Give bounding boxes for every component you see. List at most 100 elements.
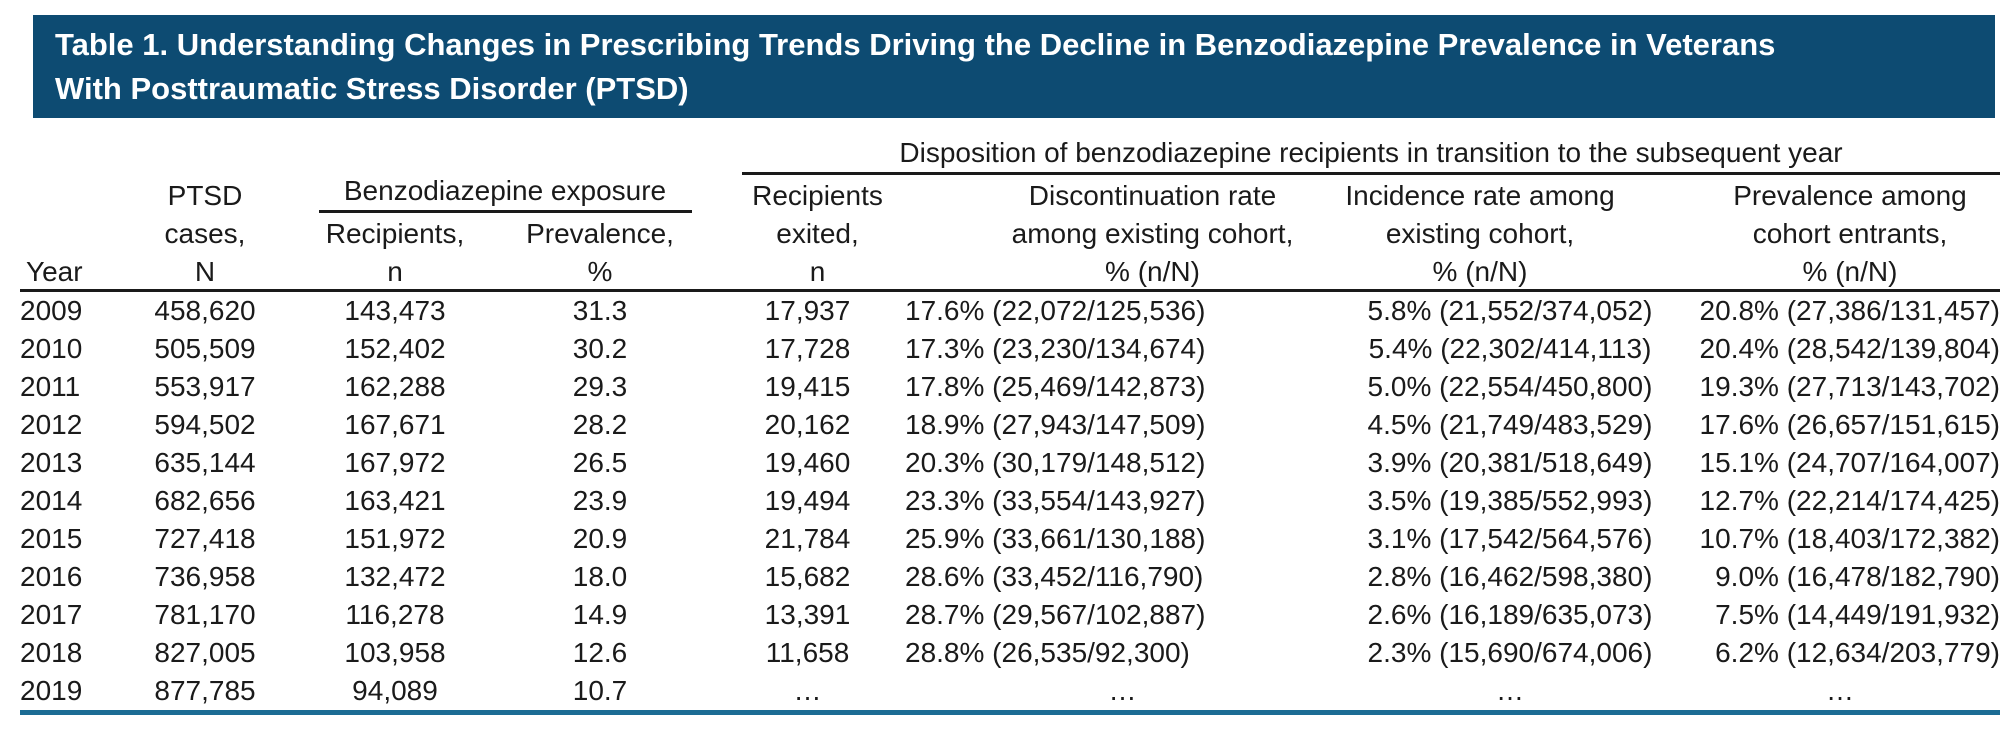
table-cell: 5.0% (22,554/450,800) bbox=[1367, 371, 1653, 402]
table-cell: 3.5% (19,385/552,993) bbox=[1367, 485, 1653, 516]
table-cell: 23.9 bbox=[572, 485, 628, 516]
table-cell: 2015 bbox=[20, 523, 83, 554]
table-cell: 132,472 bbox=[344, 561, 446, 592]
table-cell: 2.6% (16,189/635,073) bbox=[1367, 599, 1653, 630]
table-cell: 167,972 bbox=[344, 447, 446, 478]
table-row: 2011 553,917 162,288 29.3 19,415 17.8% (25,46… bbox=[20, 368, 2000, 406]
table-cell: 505,509 bbox=[154, 333, 256, 364]
table-cell: 25.9% (33,661/130,188) bbox=[905, 523, 1206, 554]
spanner-disposition: Disposition of benzodiazepine recipients… bbox=[899, 137, 1843, 168]
table-cell: 2.8% (16,462/598,380) bbox=[1367, 561, 1653, 592]
table-cell: 3.9% (20,381/518,649) bbox=[1367, 447, 1653, 478]
table-cell: 827,005 bbox=[154, 637, 256, 668]
table-title-bar: Table 1. Understanding Changes in Prescr… bbox=[33, 15, 1995, 118]
table-cell: 103,958 bbox=[344, 637, 446, 668]
table-cell: 6.2% (12,634/203,779) bbox=[1715, 637, 2000, 668]
table-cell: 2012 bbox=[20, 409, 83, 440]
table-row: 2019 877,785 94,089 10.7………… bbox=[20, 672, 2000, 710]
table-cell: 10.7% (18,403/172,382) bbox=[1699, 523, 2000, 554]
column-header-recipients-exited: Recipients exited, n bbox=[752, 180, 883, 287]
table-row: 2014 682,656 163,421 23.9 19,494 23.3% (33,55… bbox=[20, 482, 2000, 520]
table-cell: 2019 bbox=[20, 675, 83, 706]
column-header-discontinuation-rate: Discontinuation rate among existing coho… bbox=[1011, 180, 1294, 287]
table-cell: 143,473 bbox=[344, 295, 446, 326]
table-cell: 15,682 bbox=[764, 561, 851, 592]
table-cell: 30.2 bbox=[572, 333, 628, 364]
table-cell: 594,502 bbox=[154, 409, 256, 440]
table-cell: 21,784 bbox=[764, 523, 851, 554]
table-cell: 151,972 bbox=[344, 523, 446, 554]
table-cell: … bbox=[1108, 675, 1137, 706]
table-cell: 18.0 bbox=[572, 561, 628, 592]
table-cell: 2.3% (15,690/674,006) bbox=[1367, 637, 1653, 668]
table-cell: 163,421 bbox=[344, 485, 446, 516]
table-row: 2015 727,418 151,972 20.9 21,784 25.9% (33,66… bbox=[20, 520, 2000, 558]
header-group-disposition: Disposition of benzodiazepine recipients… bbox=[710, 134, 2000, 291]
table-cell: … bbox=[793, 675, 822, 706]
column-header-incidence-rate: Incidence rate among existing cohort, % … bbox=[1345, 180, 1615, 287]
table-cell: 4.5% (21,749/483,529) bbox=[1367, 409, 1653, 440]
table-cell: 19.3% (27,713/143,702) bbox=[1699, 371, 2000, 402]
table-cell: 20,162 bbox=[764, 409, 851, 440]
table-cell: 2013 bbox=[20, 447, 83, 478]
table-cell: 20.3% (30,179/148,512) bbox=[905, 447, 1206, 478]
table-title-line2: With Posttraumatic Stress Disorder (PTSD… bbox=[55, 71, 689, 106]
table-cell: 17.8% (25,469/142,873) bbox=[905, 371, 1206, 402]
table-cell: 15.1% (24,707/164,007) bbox=[1699, 447, 2000, 478]
table-cell: 17,728 bbox=[764, 333, 851, 364]
table-cell: 2011 bbox=[20, 371, 81, 402]
table-cell: 20.8% (27,386/131,457) bbox=[1699, 295, 2000, 326]
table-cell: 553,917 bbox=[154, 371, 256, 402]
header-group-benzodiazepine-exposure: Benzodiazepine exposure Recipients, n Pr… bbox=[300, 172, 710, 291]
table-cell: 5.4% (22,302/414,113) bbox=[1368, 333, 1652, 364]
table-cell: 28.6% (33,452/116,790) bbox=[905, 561, 1204, 592]
table-cell: 28.7% (29,567/102,887) bbox=[905, 599, 1206, 630]
table-cell: 167,671 bbox=[344, 409, 446, 440]
table-cell: 19,460 bbox=[764, 447, 851, 478]
table-cell: 94,089 bbox=[352, 675, 438, 706]
table-cell: 20.4% (28,542/139,804) bbox=[1699, 333, 2000, 364]
table-cell: 19,415 bbox=[764, 371, 851, 402]
table-cell: 2010 bbox=[20, 333, 83, 364]
table-cell: 10.7 bbox=[572, 675, 628, 706]
header-bottom-rule bbox=[20, 289, 2000, 292]
table-row: 2013 635,144 167,972 26.5 19,460 20.3% (30,17… bbox=[20, 444, 2000, 482]
table-row: 2010 505,509 152,402 30.2 17,728 17.3% (23,23… bbox=[20, 330, 2000, 368]
table-cell: 2018 bbox=[20, 637, 83, 668]
column-header-year: Year bbox=[26, 256, 83, 287]
table-cell: 162,288 bbox=[344, 371, 446, 402]
table-cell: 877,785 bbox=[154, 675, 256, 706]
spanner-rule-disposition bbox=[742, 172, 2000, 175]
table-cell: 2016 bbox=[20, 561, 83, 592]
spanner-rule-benzo bbox=[319, 210, 692, 213]
table-cell: 13,391 bbox=[764, 599, 851, 630]
table-cell: 17.6% (22,072/125,536) bbox=[905, 295, 1206, 326]
table-cell: 18.9% (27,943/147,509) bbox=[905, 409, 1206, 440]
table-cell: 727,418 bbox=[154, 523, 256, 554]
table-cell: 29.3 bbox=[572, 371, 628, 402]
table-cell: 19,494 bbox=[764, 485, 851, 516]
column-header-recipients: Recipients, n bbox=[325, 218, 465, 287]
table-row: 2012 594,502 167,671 28.2 20,162 18.9% (27,94… bbox=[20, 406, 2000, 444]
table-cell: 9.0% (16,478/182,790) bbox=[1715, 561, 2000, 592]
table-cell: 152,402 bbox=[344, 333, 446, 364]
column-header-prevalence-entrants: Prevalence among cohort entrants, % (n/N… bbox=[1733, 180, 1967, 287]
table-title-line1: Table 1. Understanding Changes in Prescr… bbox=[55, 27, 1776, 62]
table-cell: 2014 bbox=[20, 485, 83, 516]
table-cell: 12.7% (22,214/174,425) bbox=[1699, 485, 2000, 516]
table-cell: 26.5 bbox=[572, 447, 628, 478]
table-cell: 28.2 bbox=[572, 409, 628, 440]
table-cell: 7.5% (14,449/191,932) bbox=[1715, 599, 2000, 630]
table-cell: 28.8% (26,535/92,300) bbox=[905, 637, 1190, 668]
table-header: Year PTSD cases, N Benzodiazepine exposu… bbox=[20, 134, 2000, 291]
table-cell: 736,958 bbox=[154, 561, 256, 592]
table-cell: 20.9 bbox=[572, 523, 628, 554]
table-cell: 2009 bbox=[20, 295, 83, 326]
table-cell: 116,278 bbox=[345, 599, 445, 630]
table-cell: 11,658 bbox=[765, 637, 850, 668]
table-cell: 12.6 bbox=[572, 637, 628, 668]
table-cell: 17,937 bbox=[764, 295, 851, 326]
table-cell: 14.9 bbox=[572, 599, 628, 630]
table-cell: 682,656 bbox=[154, 485, 256, 516]
